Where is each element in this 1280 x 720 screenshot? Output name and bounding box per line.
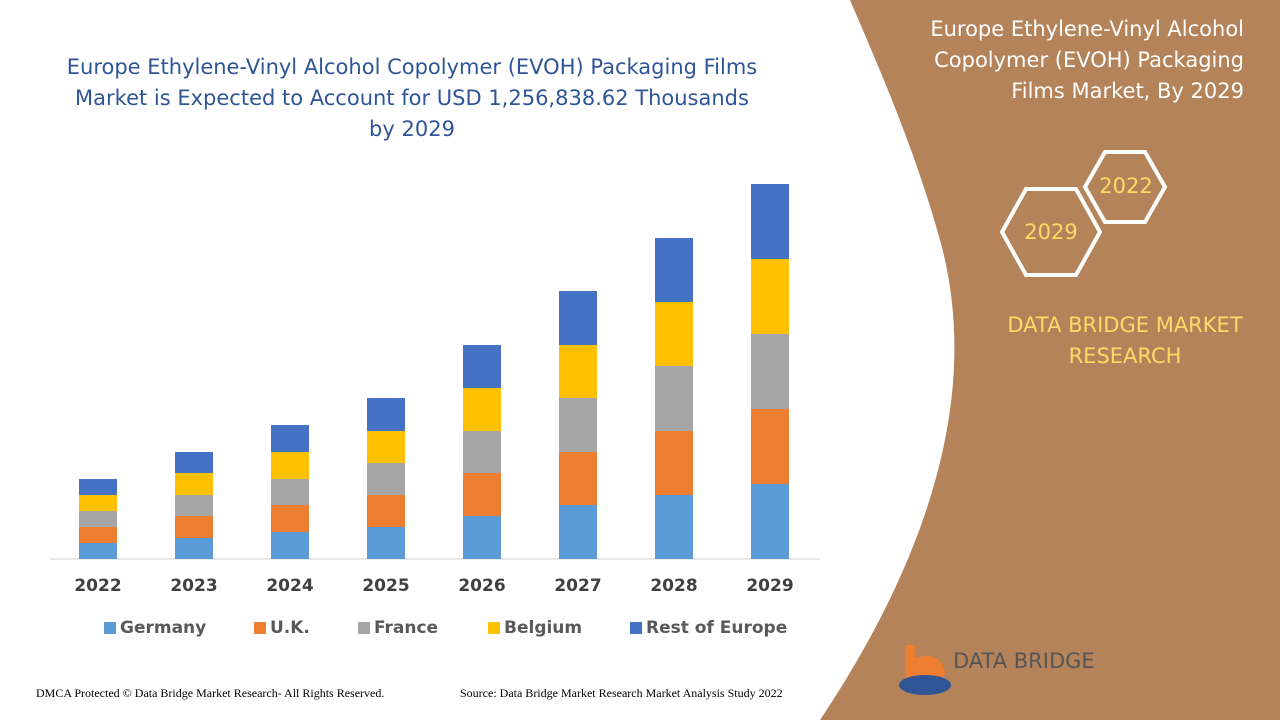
bar-segment [271, 505, 309, 532]
legend-label: Belgium [504, 618, 582, 638]
legend-label: Rest of Europe [646, 618, 787, 638]
bar-segment [463, 516, 501, 559]
bar-segment [175, 452, 213, 473]
bar-segment [271, 479, 309, 505]
bar-segment [79, 543, 117, 559]
x-tick-label: 2022 [74, 576, 121, 596]
x-tick-label: 2026 [458, 576, 505, 596]
bar-segment [175, 473, 213, 495]
x-tick-label: 2028 [650, 576, 697, 596]
hex-label: 2022 [1099, 174, 1152, 198]
bar-segment [79, 511, 117, 527]
legend-swatch [488, 622, 500, 634]
hexagon [999, 187, 1103, 277]
bar-segment [367, 463, 405, 495]
hex-label: 2029 [1024, 220, 1077, 244]
bar-segment [559, 345, 597, 398]
bar-segment [655, 495, 693, 559]
bar-segment [271, 532, 309, 559]
legend-label: France [374, 618, 438, 638]
bar-segment [559, 398, 597, 452]
legend-swatch [104, 622, 116, 634]
hexagon [1082, 150, 1168, 224]
legend-swatch [254, 622, 266, 634]
bar-segment [751, 409, 789, 484]
bar-segment [655, 366, 693, 431]
bar-segment [175, 495, 213, 516]
logo: DATA BRIDGE [899, 645, 1095, 695]
x-tick-label: 2025 [362, 576, 409, 596]
bar-segment [367, 431, 405, 463]
bar-segment [655, 302, 693, 366]
footer-left: DMCA Protected © Data Bridge Market Rese… [36, 686, 385, 700]
bar-segment [559, 505, 597, 559]
legend-swatch [358, 622, 370, 634]
bar-segment [79, 495, 117, 511]
bar-segment [175, 538, 213, 559]
chart-title: Europe Ethylene-Vinyl Alcohol Copolymer … [66, 55, 758, 141]
panel-title: Europe Ethylene-Vinyl Alcohol Copolymer … [930, 17, 1244, 103]
brand: DATA BRIDGE MARKET RESEARCH [1007, 313, 1243, 368]
bar-segment [463, 345, 501, 388]
legend-label: U.K. [270, 618, 310, 638]
bar-segment [79, 479, 117, 495]
bar-segment [367, 495, 405, 527]
legend-swatch [630, 622, 642, 634]
bar-segment [655, 238, 693, 302]
legend-label: Germany [120, 618, 206, 638]
bar-segment [751, 184, 789, 259]
bar-segment [463, 473, 501, 516]
footer-right: Source: Data Bridge Market Research Mark… [460, 686, 783, 700]
bar-segment [271, 425, 309, 452]
bar-segment [751, 334, 789, 409]
x-tick-label: 2027 [554, 576, 601, 596]
x-tick-label: 2024 [266, 576, 313, 596]
bar-segment [367, 527, 405, 559]
bar-segment [175, 516, 213, 538]
bar-segment [79, 527, 117, 543]
bar-segment [559, 452, 597, 505]
bar-segment [463, 431, 501, 473]
x-tick-label: 2029 [746, 576, 793, 596]
bar-segment [559, 291, 597, 345]
bar-segment [271, 452, 309, 479]
bar-segment [751, 484, 789, 559]
x-tick-label: 2023 [170, 576, 217, 596]
side-panel-bg [820, 0, 1280, 720]
bar-segment [751, 259, 789, 334]
bar-segment [463, 388, 501, 431]
logo-text: DATA BRIDGE [953, 649, 1095, 673]
bar-segment [655, 431, 693, 495]
logo-icon [899, 675, 951, 695]
bar-segment [367, 398, 405, 431]
